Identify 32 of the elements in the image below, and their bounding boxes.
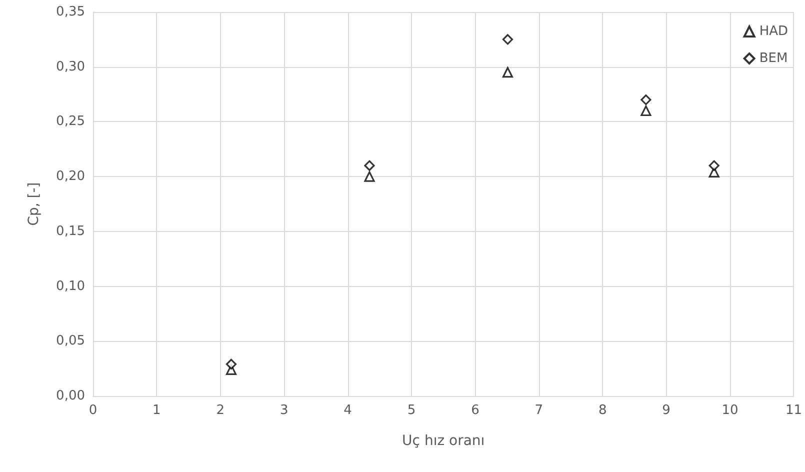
x-tick-label: 2 <box>216 403 225 418</box>
x-tick-label: 4 <box>344 403 352 418</box>
point <box>364 171 375 182</box>
legend-label: HAD <box>759 24 788 39</box>
y-tick-label: 0,05 <box>56 334 85 349</box>
x-axis-title: Uç hız oranı <box>402 433 485 449</box>
x-tick-label: 0 <box>88 403 98 418</box>
point <box>364 160 375 171</box>
point <box>640 105 652 116</box>
y-tick-label: 0,35 <box>56 4 85 20</box>
x-tick-label: 3 <box>280 403 288 418</box>
point <box>640 94 652 106</box>
x-tick-label: 10 <box>722 403 738 418</box>
legend-label: BEM <box>759 51 788 66</box>
y-tick-label: 0,30 <box>56 59 85 74</box>
y-tick-label: 0,25 <box>56 114 85 130</box>
point <box>502 34 514 45</box>
x-tick-label: 5 <box>407 403 416 418</box>
x-tick-label: 8 <box>598 403 607 418</box>
y-tick-label: 0,00 <box>56 388 85 404</box>
point <box>226 358 237 370</box>
y-tick-label: 0,20 <box>56 169 85 184</box>
point <box>708 160 720 171</box>
x-tick-label: 9 <box>662 403 670 418</box>
x-tick-label: 11 <box>785 403 802 418</box>
y-tick-label: 0,15 <box>56 224 85 239</box>
x-tick-label: 6 <box>471 403 480 418</box>
y-axis-title: Cp, [-] <box>26 182 42 226</box>
point <box>502 67 514 78</box>
x-tick-label: 7 <box>534 403 544 418</box>
x-tick-label: 1 <box>152 403 161 418</box>
y-tick-label: 0,10 <box>56 278 85 294</box>
